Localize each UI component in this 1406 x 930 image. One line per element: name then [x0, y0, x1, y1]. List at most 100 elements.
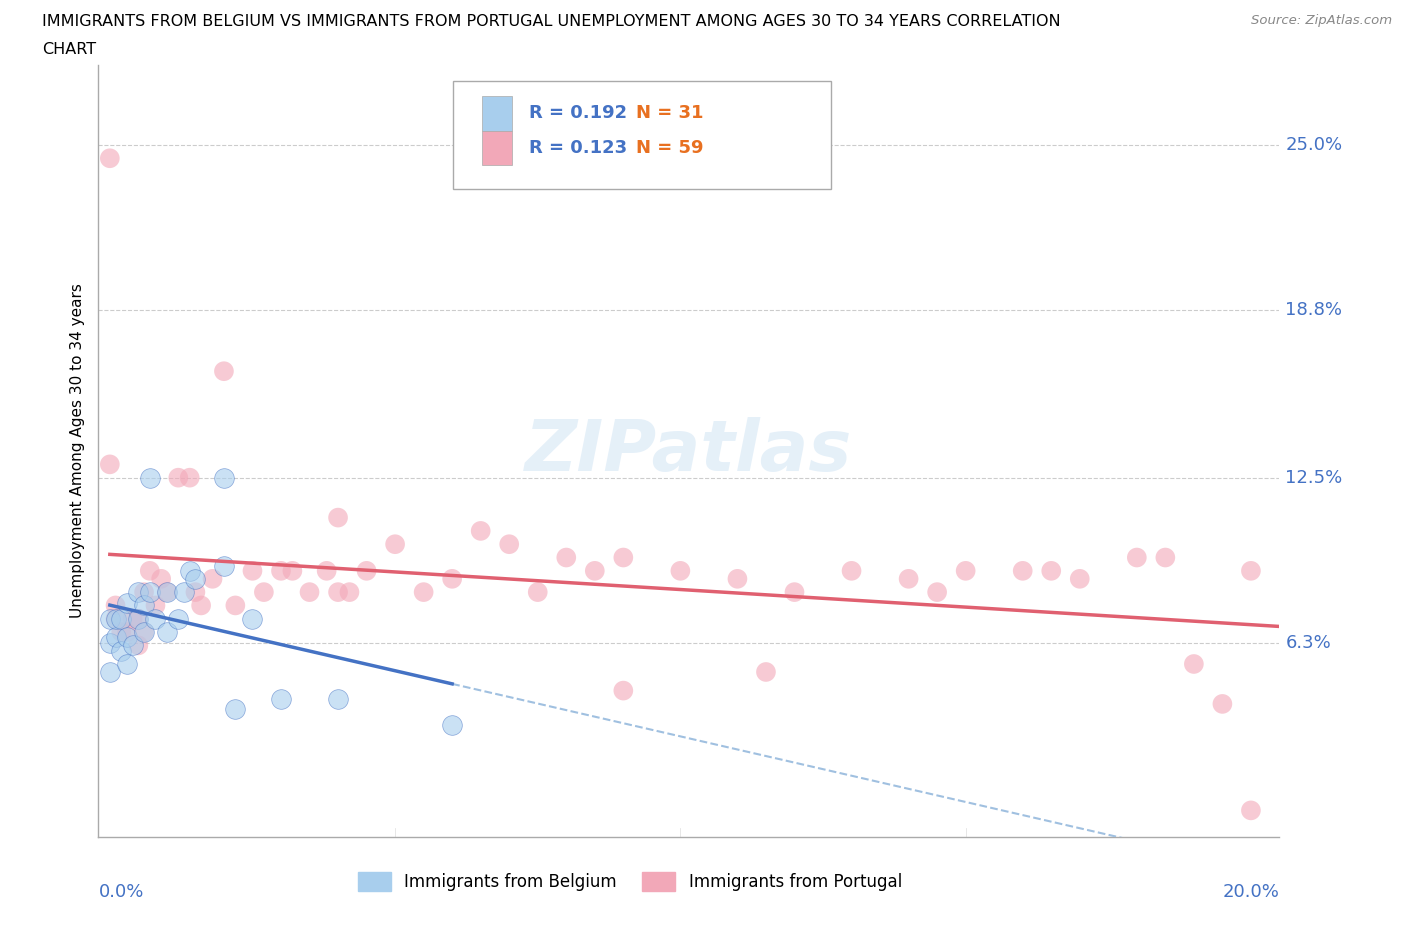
Point: [253, 585, 276, 600]
Point: [315, 564, 337, 578]
Point: [1069, 571, 1091, 586]
Point: [755, 665, 778, 680]
Point: [783, 585, 806, 600]
Point: [104, 611, 127, 626]
Point: [1240, 803, 1263, 817]
Point: [98, 457, 121, 472]
Point: [326, 585, 349, 600]
Point: [110, 625, 132, 640]
Point: [326, 691, 349, 706]
Point: [104, 611, 127, 626]
Point: [104, 598, 127, 613]
Y-axis label: Unemployment Among Ages 30 to 34 years: Unemployment Among Ages 30 to 34 years: [69, 284, 84, 618]
Text: R = 0.123: R = 0.123: [530, 140, 627, 157]
Text: 20.0%: 20.0%: [1223, 884, 1279, 901]
Point: [1211, 697, 1233, 711]
Point: [132, 585, 155, 600]
Point: [121, 638, 143, 653]
Text: IMMIGRANTS FROM BELGIUM VS IMMIGRANTS FROM PORTUGAL UNEMPLOYMENT AMONG AGES 30 T: IMMIGRANTS FROM BELGIUM VS IMMIGRANTS FR…: [42, 14, 1060, 29]
Text: N = 31: N = 31: [636, 104, 703, 123]
Point: [326, 511, 349, 525]
Point: [298, 585, 321, 600]
Point: [669, 564, 692, 578]
Point: [110, 644, 132, 658]
FancyBboxPatch shape: [453, 81, 831, 189]
Point: [139, 564, 162, 578]
Point: [1182, 657, 1205, 671]
Point: [121, 611, 143, 626]
Point: [1240, 564, 1263, 578]
Point: [127, 611, 149, 626]
Point: [897, 571, 920, 586]
Point: [1126, 550, 1149, 565]
Point: [115, 625, 138, 640]
Point: [583, 564, 606, 578]
Point: [127, 611, 149, 626]
Text: 0.0%: 0.0%: [98, 884, 143, 901]
Point: [98, 611, 121, 626]
Point: [156, 625, 179, 640]
Point: [132, 625, 155, 640]
Point: [1154, 550, 1177, 565]
Point: [555, 550, 578, 565]
Point: [212, 364, 235, 379]
Point: [955, 564, 977, 578]
Point: [242, 564, 264, 578]
Text: 6.3%: 6.3%: [1285, 633, 1331, 652]
Point: [115, 595, 138, 610]
Point: [412, 585, 434, 600]
Point: [190, 598, 212, 613]
Point: [98, 151, 121, 166]
Point: [1011, 564, 1033, 578]
Point: [384, 537, 406, 551]
Point: [470, 524, 492, 538]
Point: [281, 564, 304, 578]
Text: 25.0%: 25.0%: [1285, 136, 1343, 154]
Text: N = 59: N = 59: [636, 140, 703, 157]
Point: [526, 585, 548, 600]
FancyBboxPatch shape: [482, 96, 512, 131]
Point: [127, 638, 149, 653]
Point: [841, 564, 863, 578]
Point: [110, 611, 132, 626]
Point: [1040, 564, 1063, 578]
Text: Source: ZipAtlas.com: Source: ZipAtlas.com: [1251, 14, 1392, 27]
Legend: Immigrants from Belgium, Immigrants from Portugal: Immigrants from Belgium, Immigrants from…: [352, 866, 908, 898]
Point: [612, 550, 634, 565]
Point: [242, 611, 264, 626]
Point: [179, 564, 201, 578]
Point: [498, 537, 520, 551]
Point: [98, 635, 121, 650]
Point: [104, 630, 127, 644]
Point: [139, 585, 162, 600]
Point: [139, 471, 162, 485]
Point: [127, 585, 149, 600]
Text: 12.5%: 12.5%: [1285, 469, 1343, 486]
Point: [115, 657, 138, 671]
Point: [132, 598, 155, 613]
Text: R = 0.192: R = 0.192: [530, 104, 627, 123]
Point: [212, 558, 235, 573]
FancyBboxPatch shape: [482, 131, 512, 166]
Point: [167, 471, 190, 485]
Point: [145, 598, 167, 613]
Point: [98, 665, 121, 680]
Point: [179, 471, 201, 485]
Point: [612, 684, 634, 698]
Text: 18.8%: 18.8%: [1285, 301, 1343, 319]
Point: [201, 571, 224, 586]
Point: [145, 611, 167, 626]
Point: [173, 585, 195, 600]
Point: [441, 571, 464, 586]
Point: [927, 585, 949, 600]
Point: [356, 564, 378, 578]
Point: [184, 585, 207, 600]
Point: [270, 564, 292, 578]
Point: [725, 571, 748, 586]
Point: [441, 718, 464, 733]
Point: [156, 585, 179, 600]
Point: [167, 611, 190, 626]
Point: [224, 702, 246, 717]
Point: [184, 571, 207, 586]
Point: [339, 585, 361, 600]
